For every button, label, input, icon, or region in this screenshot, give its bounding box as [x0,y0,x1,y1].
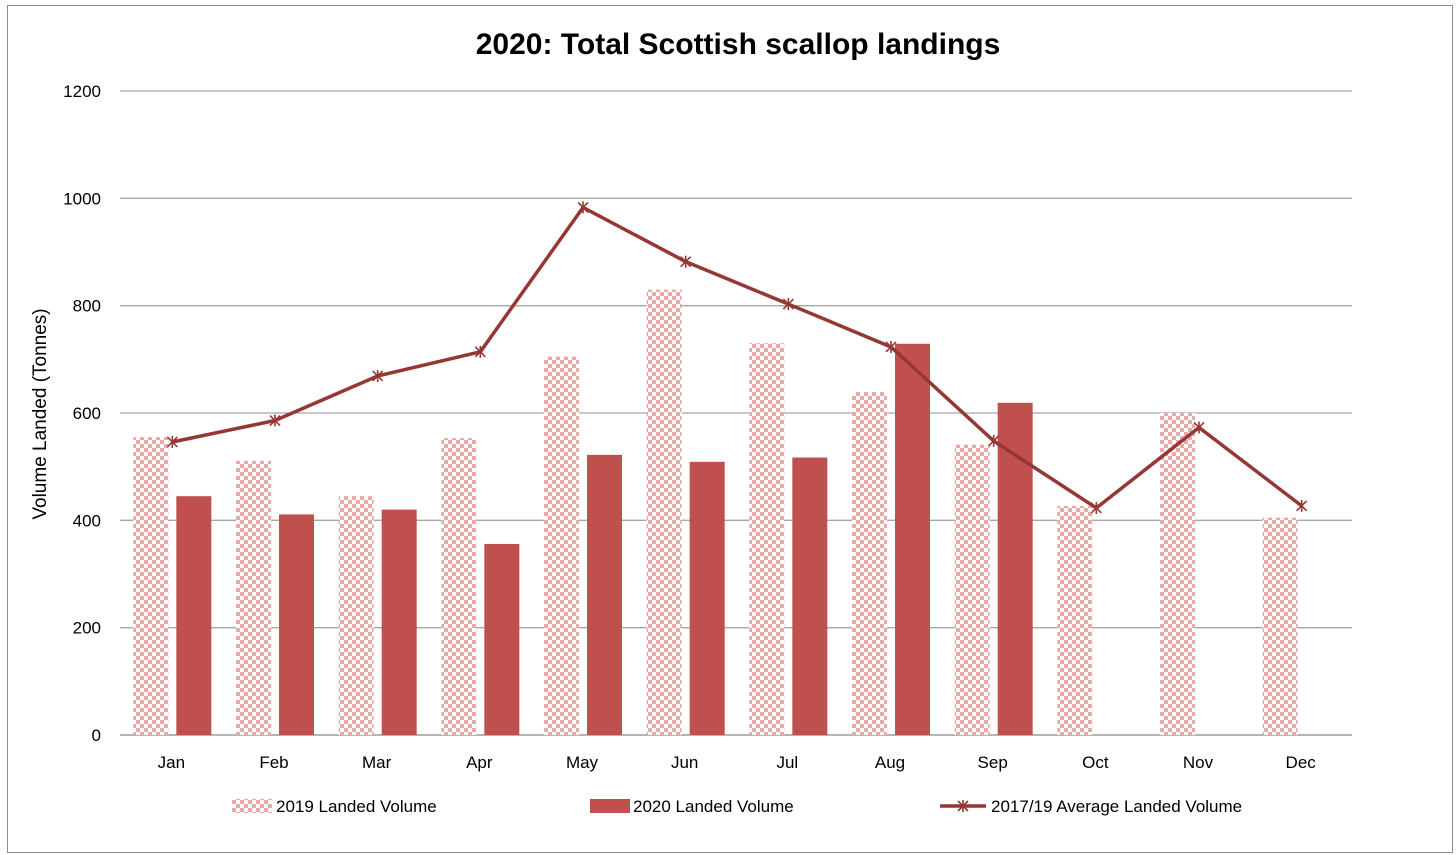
bar-2020 [689,461,725,735]
x-tick-label: Dec [1286,753,1317,772]
bar-2019 [236,460,271,735]
y-tick-label: 1200 [63,82,101,101]
x-tick-label: Feb [259,753,288,772]
bar-2019 [852,392,887,735]
legend-marker-average [957,800,969,812]
average-point [1090,501,1102,514]
bar-2020 [381,509,417,735]
average-point [782,298,794,311]
bar-2020 [176,496,212,735]
gridlines [120,90,1352,736]
bar-2019 [544,356,579,735]
legend-swatch-2020 [590,799,630,813]
average-point [885,340,897,353]
x-tick-label: Oct [1082,753,1109,772]
bar-2020 [587,454,622,735]
average-point [474,345,486,358]
x-tick-label: Mar [362,753,392,772]
y-tick-label: 800 [73,297,101,316]
average-point [166,435,178,448]
bar-2020 [997,402,1033,735]
average-point [680,255,692,268]
y-tick-label: 1000 [63,189,101,208]
bar-2020 [792,457,828,735]
x-tick-label: Jul [776,753,798,772]
bars [133,289,1298,735]
average-line [166,201,1308,514]
average-point [988,434,1000,447]
average-point [372,369,384,382]
x-tick-label: Sep [978,753,1008,772]
average-point [269,414,281,427]
y-axis-label: Volume Landed (Tonnes) [30,308,51,519]
bar-2019 [133,437,169,735]
average-point [577,201,589,214]
average-line-path [171,205,1303,510]
y-tick-label: 400 [73,511,101,530]
legend-label-2019: 2019 Landed Volume [276,797,437,816]
x-tick-label: Nov [1183,753,1214,772]
bar-2019 [441,438,477,735]
x-tick-label: Apr [466,753,493,772]
bar-2020 [895,343,930,735]
bar-2020 [279,514,314,735]
x-tick-label: Aug [875,753,905,772]
average-point [1296,499,1308,512]
chart-title: 2020: Total Scottish scallop landings [476,28,1001,61]
x-tick-labels: Jan Feb Mar Apr May Jun Jul Aug Sep Oct Nov Dec [158,753,1317,772]
average-point [1193,421,1205,434]
x-tick-label: May [566,753,599,772]
bar-2020 [484,543,520,735]
bar-2019 [1262,517,1298,735]
legend-label-average: 2017/19 Average Landed Volume [991,797,1242,816]
y-tick-label: 0 [92,726,101,745]
bar-2019 [646,289,682,735]
bar-2019 [1057,505,1093,735]
legend: 2019 Landed Volume 2020 Landed Volume 2017… [232,797,1242,816]
bar-2019 [1160,413,1195,735]
legend-swatch-2019 [232,799,272,813]
bar-2019 [954,444,990,735]
bar-2019 [749,343,785,735]
y-tick-label: 600 [73,404,101,423]
legend-label-2020: 2020 Landed Volume [633,797,794,816]
x-tick-label: Jan [158,753,185,772]
x-tick-label: Jun [671,753,698,772]
y-tick-labels: 0 200 400 600 800 1000 1200 [63,82,101,745]
y-tick-label: 200 [73,619,101,638]
bar-2019 [338,496,374,735]
